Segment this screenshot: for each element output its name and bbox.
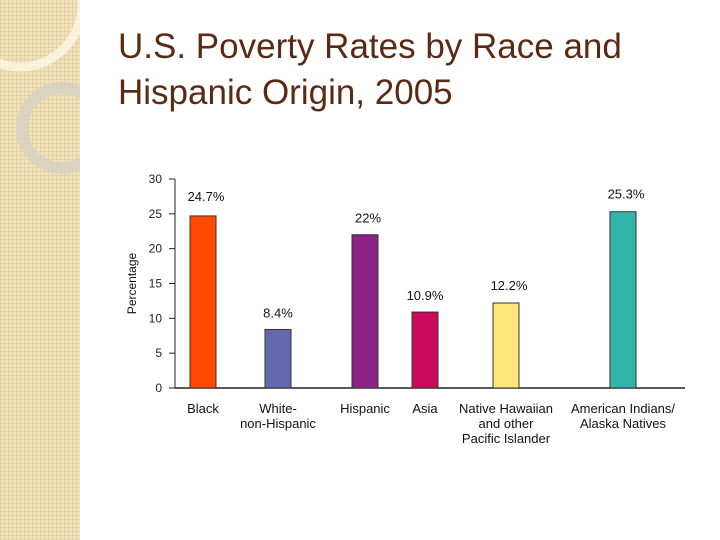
- bar: [189, 215, 217, 389]
- value-labels: 24.7% 8.4% 22% 10.9% 12.2% 25.3%: [188, 187, 645, 321]
- bars: [189, 211, 637, 389]
- data-label: 8.4%: [263, 305, 293, 320]
- data-label: 24.7%: [188, 189, 225, 204]
- category-labels: Black White-non-Hispanic Hispanic Asia Nativ…: [187, 401, 675, 446]
- bar: [351, 234, 379, 389]
- bar-chart: 0 5 10 15 20 25 30 24.7% 8.4% 22% 10.9% 12.2% 25.3%…: [125, 172, 685, 446]
- y-tick-label: 5: [155, 346, 162, 360]
- category-label: and other: [479, 416, 535, 431]
- data-label: 10.9%: [407, 288, 444, 303]
- bar: [411, 311, 439, 389]
- category-label: Asia: [412, 401, 438, 416]
- slide-title-line-1: U.S. Poverty Rates by Race and: [118, 27, 622, 66]
- data-label: 12.2%: [491, 278, 528, 293]
- category-label: Hispanic: [340, 401, 390, 416]
- y-tick-label: 25: [149, 207, 163, 221]
- category-label: Black: [187, 401, 219, 416]
- y-tick-label: 20: [149, 242, 163, 256]
- y-tick-label: 15: [149, 277, 163, 291]
- category-label: Pacific Islander: [462, 431, 551, 446]
- y-tick-label: 0: [155, 381, 162, 395]
- data-label: 22%: [355, 211, 381, 226]
- y-axis-title: Percentage: [125, 252, 139, 314]
- bar: [609, 211, 637, 389]
- slide-title-line-2: Hispanic Origin, 2005: [118, 73, 453, 112]
- bar: [492, 302, 520, 389]
- data-label: 25.3%: [608, 187, 645, 202]
- decorative-sidebar: [0, 0, 80, 540]
- y-tick-label: 10: [149, 311, 163, 325]
- category-label: White-: [259, 401, 297, 416]
- category-label: non-Hispanic: [240, 416, 316, 431]
- slide-title: U.S. Poverty Rates by Race and Hispanic …: [118, 24, 708, 116]
- y-axis: 0 5 10 15 20 25 30: [149, 172, 176, 395]
- decorative-rings: [0, 0, 80, 174]
- y-tick-label: 30: [149, 172, 163, 186]
- category-label: American Indians/: [571, 401, 675, 416]
- category-label: Native Hawaiian: [459, 401, 553, 416]
- category-label: Alaska Natives: [580, 416, 666, 431]
- bar: [264, 328, 292, 389]
